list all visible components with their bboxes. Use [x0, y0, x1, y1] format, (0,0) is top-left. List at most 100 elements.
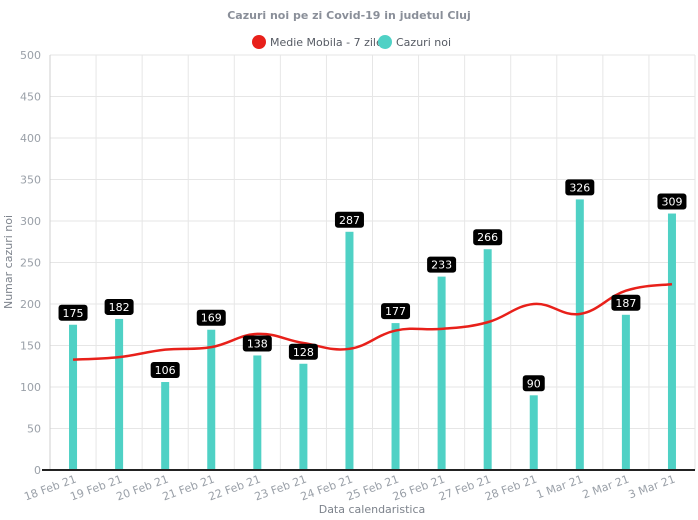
bar-19-feb-21[interactable]	[115, 318, 124, 470]
data-label-text-24-feb-21: 287	[339, 214, 360, 227]
moving-average-line	[72, 282, 673, 361]
data-label-box-18-feb-21	[58, 304, 88, 321]
data-label-box-25-feb-21	[381, 303, 411, 320]
bars	[69, 199, 676, 471]
bar-2-mar-21[interactable]	[621, 314, 630, 470]
y-tick-label-250: 250	[20, 257, 41, 270]
x-tick-label-23-feb-21: 23 Feb 21	[253, 473, 309, 504]
x-tick-label-19-feb-21: 19 Feb 21	[69, 473, 125, 504]
bar-26-feb-21[interactable]	[437, 276, 446, 470]
data-label-text-1-mar-21: 326	[569, 181, 590, 194]
data-label-text-3-mar-21: 309	[661, 196, 682, 209]
data-label-box-21-feb-21	[196, 309, 226, 326]
data-label-text-27-feb-21: 266	[477, 231, 498, 244]
data-label-box-24-feb-21	[334, 211, 364, 228]
y-tick-label-450: 450	[20, 91, 41, 104]
data-label-text-23-feb-21: 128	[293, 346, 314, 359]
data-label-1-mar-21: 326	[565, 179, 595, 196]
x-tick-label-21-feb-21: 21 Feb 21	[161, 473, 217, 504]
legend: Medie Mobila - 7 zile Cazuri noi	[252, 35, 451, 49]
bar-25-feb-21[interactable]	[391, 323, 400, 470]
y-axis-ticks: 0 50 100 150 200 250 300 350 400 450 500	[20, 49, 41, 477]
x-tick-label-3-mar-21: 3 Mar 21	[627, 473, 677, 502]
bar-24-feb-21[interactable]	[345, 231, 354, 470]
data-label-28-feb-21: 90	[522, 375, 545, 392]
y-tick-label-200: 200	[20, 298, 41, 311]
legend-item-moving-average[interactable]: Medie Mobila - 7 zile	[252, 35, 383, 49]
line-series-moving-average[interactable]	[72, 282, 673, 361]
data-label-text-22-feb-21: 138	[247, 337, 268, 350]
data-label-24-feb-21: 287	[334, 211, 364, 228]
bar-1-mar-21[interactable]	[575, 199, 584, 471]
legend-swatch-new-cases	[378, 35, 392, 49]
data-label-text-20-feb-21: 106	[155, 364, 176, 377]
data-label-text-19-feb-21: 182	[109, 301, 130, 314]
data-label-22-feb-21: 138	[242, 335, 272, 352]
bar-20-feb-21[interactable]	[161, 382, 170, 470]
data-label-19-feb-21: 182	[104, 298, 134, 315]
data-label-3-mar-21: 309	[657, 193, 687, 210]
y-tick-label-350: 350	[20, 174, 41, 187]
data-label-box-2-mar-21	[611, 294, 641, 311]
bar-23-feb-21[interactable]	[299, 363, 308, 470]
data-label-box-27-feb-21	[473, 229, 503, 246]
data-label-23-feb-21: 128	[288, 343, 318, 360]
data-label-26-feb-21: 233	[427, 256, 457, 273]
x-tick-label-1-mar-21: 1 Mar 21	[535, 473, 585, 502]
data-label-box-23-feb-21	[288, 343, 318, 360]
y-tick-label-100: 100	[20, 381, 41, 394]
data-label-text-28-feb-21: 90	[527, 377, 541, 390]
x-tick-label-22-feb-21: 22 Feb 21	[207, 473, 263, 504]
x-axis-label: Data calendaristica	[319, 503, 426, 516]
data-label-text-2-mar-21: 187	[615, 297, 636, 310]
x-tick-label-27-feb-21: 27 Feb 21	[437, 473, 493, 504]
y-tick-label-0: 0	[34, 464, 41, 477]
data-label-2-mar-21: 187	[611, 294, 641, 311]
axes	[42, 55, 695, 471]
data-label-box-28-feb-21	[522, 375, 545, 392]
y-tick-label-400: 400	[20, 132, 41, 145]
data-label-text-26-feb-21: 233	[431, 259, 452, 272]
data-label-20-feb-21: 106	[150, 362, 180, 379]
x-tick-label-2-mar-21: 2 Mar 21	[581, 473, 631, 502]
data-label-box-20-feb-21	[150, 362, 180, 379]
legend-label-moving-average: Medie Mobila - 7 zile	[270, 36, 383, 49]
legend-item-new-cases[interactable]: Cazuri noi	[378, 35, 451, 49]
data-label-box-1-mar-21	[565, 179, 595, 196]
data-label-text-21-feb-21: 169	[201, 312, 222, 325]
bar-27-feb-21[interactable]	[483, 249, 492, 470]
x-tick-label-28-feb-21: 28 Feb 21	[483, 473, 539, 504]
data-label-18-feb-21: 175	[58, 304, 88, 321]
x-tick-label-24-feb-21: 24 Feb 21	[299, 473, 355, 504]
chart-title: Cazuri noi pe zi Covid-19 in judetul Clu…	[227, 9, 471, 22]
data-label-21-feb-21: 169	[196, 309, 226, 326]
bar-28-feb-21[interactable]	[529, 395, 538, 470]
legend-swatch-moving-average	[252, 35, 266, 49]
data-label-text-18-feb-21: 175	[63, 307, 84, 320]
data-label-box-26-feb-21	[427, 256, 457, 273]
data-label-text-25-feb-21: 177	[385, 305, 406, 318]
y-tick-label-500: 500	[20, 49, 41, 62]
data-label-box-22-feb-21	[242, 335, 272, 352]
data-label-box-3-mar-21	[657, 193, 687, 210]
data-label-box-19-feb-21	[104, 298, 134, 315]
y-axis-label: Numar cazuri noi	[2, 215, 15, 309]
bar-18-feb-21[interactable]	[69, 324, 78, 470]
x-tick-label-26-feb-21: 26 Feb 21	[391, 473, 447, 504]
x-tick-label-20-feb-21: 20 Feb 21	[115, 473, 171, 504]
bar-21-feb-21[interactable]	[207, 329, 216, 470]
legend-label-new-cases: Cazuri noi	[396, 36, 451, 49]
x-tick-label-18-feb-21: 18 Feb 21	[22, 473, 78, 504]
grid	[49, 54, 696, 471]
y-tick-label-50: 50	[27, 423, 41, 436]
x-tick-label-25-feb-21: 25 Feb 21	[345, 473, 401, 504]
data-label-27-feb-21: 266	[473, 229, 503, 246]
data-labels: 175 182 106 169 138 128 287 177 233 266 90 326 187 30…	[58, 179, 687, 392]
bar-3-mar-21[interactable]	[667, 213, 676, 470]
y-tick-label-150: 150	[20, 340, 41, 353]
data-label-25-feb-21: 177	[381, 303, 411, 320]
y-tick-label-300: 300	[20, 215, 41, 228]
bar-22-feb-21[interactable]	[253, 355, 262, 470]
